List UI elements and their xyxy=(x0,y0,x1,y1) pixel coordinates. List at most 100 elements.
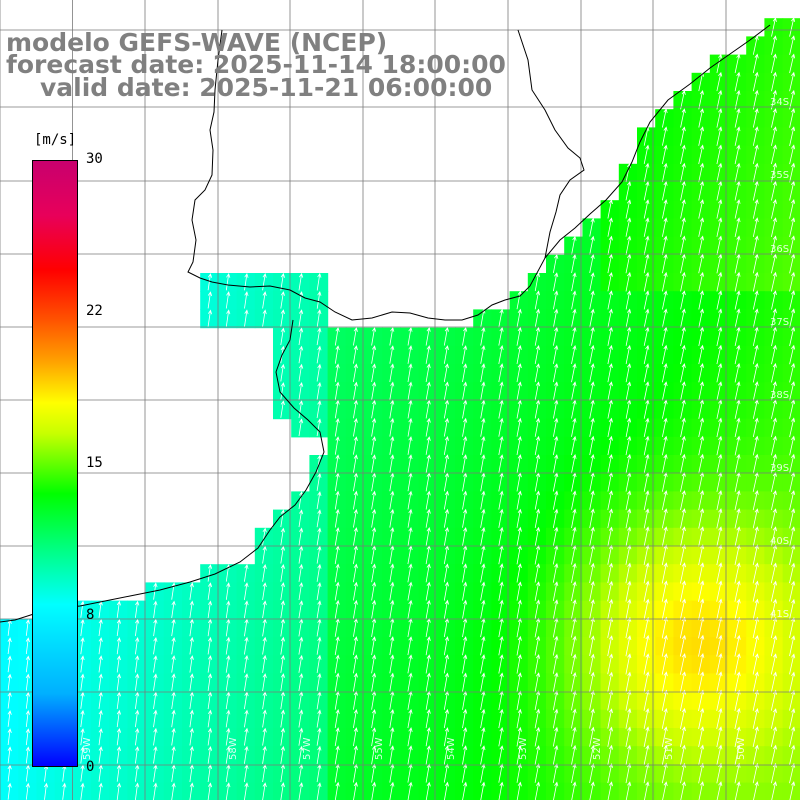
wind-arrow xyxy=(443,490,449,510)
wind-arrow xyxy=(571,290,577,310)
wind-arrow xyxy=(770,635,778,657)
wind-arrow xyxy=(462,781,468,800)
wind-arrow xyxy=(589,435,595,456)
wind-arrow xyxy=(407,727,413,747)
wind-arrow xyxy=(571,744,577,765)
wind-arrow xyxy=(480,417,486,437)
wind-arrow xyxy=(571,272,577,292)
wind-arrow xyxy=(498,526,504,547)
wind-arrow xyxy=(462,490,468,510)
wind-arrow xyxy=(480,363,486,383)
wind-arrow xyxy=(462,599,468,619)
wind-arrow xyxy=(80,764,85,782)
wind-arrow xyxy=(552,508,559,528)
wind-arrow xyxy=(516,781,522,800)
wind-arrow xyxy=(316,600,322,619)
wind-arrow xyxy=(389,763,395,783)
wind-arrow xyxy=(625,253,632,274)
wind-arrow xyxy=(498,654,504,674)
wind-arrow xyxy=(425,436,431,455)
wind-arrow xyxy=(698,235,704,256)
wind-arrow xyxy=(280,745,285,764)
wind-arrow xyxy=(589,417,595,437)
wind-arrow xyxy=(298,381,304,400)
wind-arrow xyxy=(98,655,103,673)
wind-arrow xyxy=(680,362,686,383)
wind-arrow xyxy=(480,345,486,364)
wind-arrow xyxy=(171,618,176,637)
wind-arrow xyxy=(662,290,668,310)
wind-arrow xyxy=(443,345,449,364)
wind-arrow xyxy=(752,762,759,784)
wind-arrow xyxy=(462,745,468,765)
wind-arrow xyxy=(661,726,668,748)
wind-arrow xyxy=(80,691,85,709)
wind-arrow xyxy=(662,435,668,456)
wind-arrow xyxy=(716,144,723,165)
wind-arrow xyxy=(662,181,668,201)
wind-arrow xyxy=(334,763,340,783)
wind-arrow xyxy=(770,562,777,584)
wind-arrow xyxy=(80,655,85,673)
wind-arrow xyxy=(225,582,231,600)
wind-arrow xyxy=(698,381,704,401)
wind-arrow xyxy=(225,782,231,800)
wind-arrow xyxy=(752,217,759,237)
wind-arrow xyxy=(607,326,613,346)
wind-arrow xyxy=(553,345,559,364)
wind-arrow xyxy=(698,108,704,128)
wind-arrow xyxy=(298,272,304,291)
wind-arrow xyxy=(407,636,413,656)
wind-arrow xyxy=(534,635,541,656)
wind-arrow xyxy=(207,291,213,309)
wind-arrow xyxy=(571,435,577,456)
wind-arrow xyxy=(371,490,377,510)
wind-arrow xyxy=(7,728,12,746)
wind-arrow xyxy=(7,673,12,691)
wind-arrow xyxy=(771,217,777,237)
wind-arrow xyxy=(389,345,395,364)
wind-arrow xyxy=(371,417,377,437)
wind-arrow xyxy=(643,453,650,474)
wind-arrow xyxy=(643,634,650,657)
wind-arrow xyxy=(189,600,194,619)
valid-date: valid date: 2025-11-21 06:00:00 xyxy=(40,73,493,102)
wind-arrow xyxy=(462,508,468,528)
wind-arrow xyxy=(534,726,541,747)
wind-arrow xyxy=(770,598,777,620)
wind-arrow xyxy=(389,417,395,437)
wind-arrow xyxy=(771,271,777,292)
wind-arrow xyxy=(389,563,395,583)
wind-arrow xyxy=(625,417,632,437)
wind-arrow xyxy=(553,381,559,401)
wind-arrow xyxy=(534,272,540,292)
wind-arrow xyxy=(62,782,67,800)
wind-arrow xyxy=(716,180,723,201)
wind-arrow xyxy=(462,326,468,346)
wind-arrow xyxy=(789,708,796,729)
wind-arrow xyxy=(7,710,12,727)
wind-arrow xyxy=(371,636,377,656)
wind-arrow xyxy=(552,490,559,510)
wind-arrow xyxy=(425,763,431,783)
wind-arrow xyxy=(661,653,668,675)
wind-arrow xyxy=(534,781,541,800)
wind-arrow xyxy=(771,453,777,474)
wind-arrow xyxy=(734,689,741,711)
wind-arrow xyxy=(589,635,595,656)
wind-arrow xyxy=(680,89,686,110)
wind-arrow xyxy=(698,271,704,292)
wind-arrow xyxy=(789,562,796,584)
wind-arrow xyxy=(571,344,577,364)
wind-arrow xyxy=(189,691,194,710)
wind-arrow xyxy=(643,544,650,565)
wind-arrow xyxy=(716,108,723,128)
wind-arrow xyxy=(371,672,377,692)
wind-arrow xyxy=(334,672,340,692)
wind-arrow xyxy=(135,746,140,764)
wind-arrow xyxy=(80,637,85,655)
wind-arrow xyxy=(207,618,213,637)
wind-arrow xyxy=(734,217,741,237)
wind-arrow xyxy=(607,781,613,800)
wind-arrow xyxy=(80,709,85,728)
